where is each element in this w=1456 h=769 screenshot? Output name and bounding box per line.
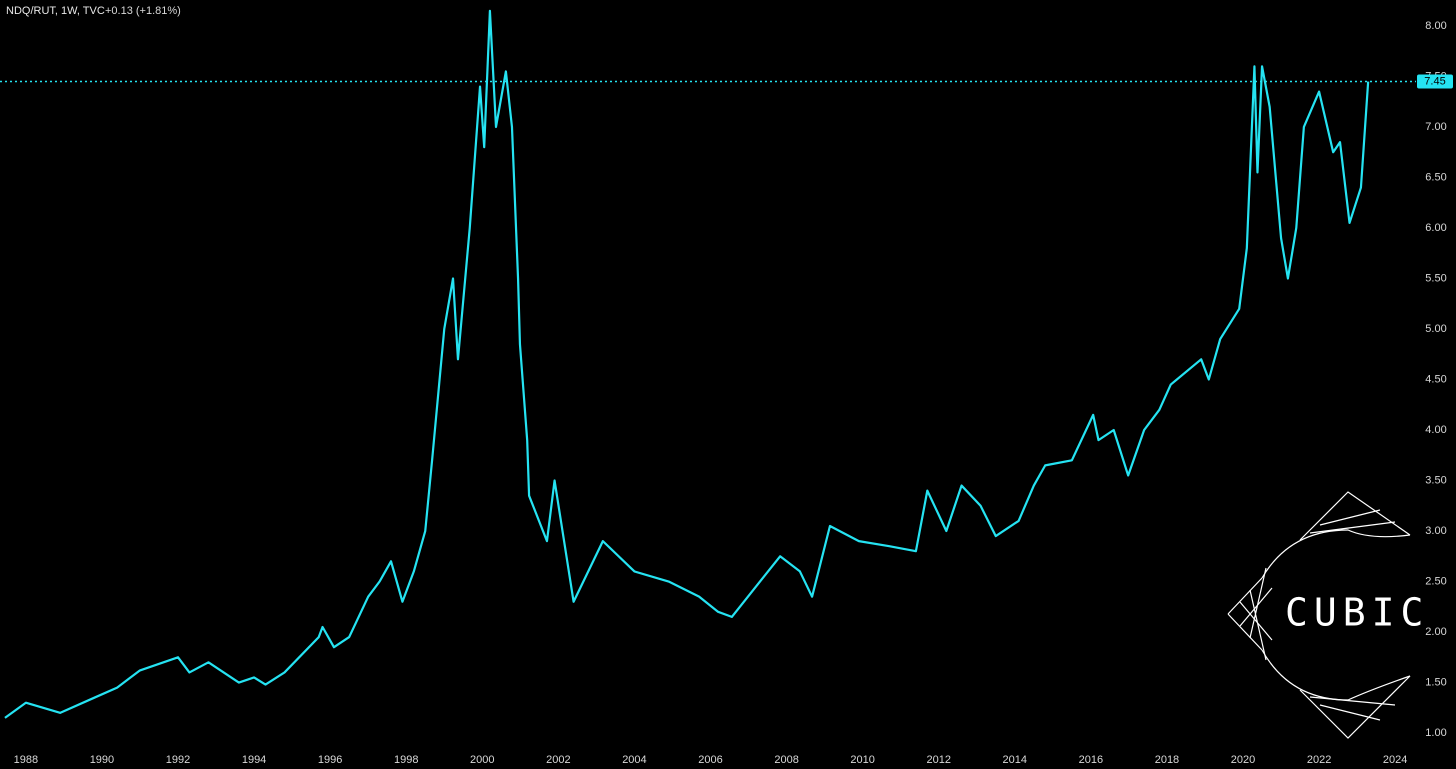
x-tick-label: 2012 — [926, 754, 950, 766]
y-tick-label: 4.50 — [1425, 373, 1446, 385]
x-tick-label: 2016 — [1079, 754, 1103, 766]
logo-edge — [1227, 577, 1263, 651]
x-tick-label: 2022 — [1307, 754, 1331, 766]
chart-title: NDQ/RUT, 1W, TVC — [6, 5, 105, 17]
y-tick-label: 3.00 — [1425, 525, 1446, 537]
x-tick-label: 2014 — [1003, 754, 1027, 766]
y-tick-label: 4.00 — [1425, 424, 1446, 436]
logo-string — [1239, 567, 1273, 661]
logo-arc — [1261, 529, 1411, 579]
y-tick-label: 8.00 — [1425, 20, 1446, 32]
x-tick-label: 2008 — [774, 754, 798, 766]
x-tick-label: 2018 — [1155, 754, 1179, 766]
logo — [1227, 491, 1411, 739]
x-tick-label: 2010 — [850, 754, 874, 766]
x-tick-label: 1996 — [318, 754, 342, 766]
price-line — [4, 9, 1370, 719]
x-tick-label: 2002 — [546, 754, 570, 766]
watermark: CUBIC — [1285, 591, 1429, 635]
change-label: +0.13 (+1.81%) — [105, 5, 181, 17]
x-tick-label: 2000 — [470, 754, 494, 766]
y-tick-label: 1.50 — [1425, 676, 1446, 688]
x-tick-label: 2006 — [698, 754, 722, 766]
y-tick-label: 6.00 — [1425, 222, 1446, 234]
x-tick-label: 1992 — [166, 754, 190, 766]
y-tick-label: 2.00 — [1425, 626, 1446, 638]
x-tick-label: 1990 — [90, 754, 114, 766]
y-tick-label: 5.00 — [1425, 323, 1446, 335]
y-tick-label: 1.00 — [1425, 727, 1446, 739]
x-tick-label: 2024 — [1383, 754, 1407, 766]
y-tick-label: 6.50 — [1425, 171, 1446, 183]
x-tick-label: 1988 — [14, 754, 38, 766]
last-price-tag — [1417, 74, 1453, 89]
x-tick-label: 1998 — [394, 754, 418, 766]
y-tick-label: 2.50 — [1425, 575, 1446, 587]
logo-string — [1299, 491, 1411, 541]
last-price-label: 7.45 — [1424, 75, 1445, 87]
y-tick-label: 3.50 — [1425, 474, 1446, 486]
y-tick-label: 5.50 — [1425, 272, 1446, 284]
y-tick-label: 7.00 — [1425, 121, 1446, 133]
x-tick-label: 2020 — [1231, 754, 1255, 766]
x-tick-label: 1994 — [242, 754, 266, 766]
logo-string — [1299, 675, 1411, 739]
x-tick-label: 2004 — [622, 754, 646, 766]
